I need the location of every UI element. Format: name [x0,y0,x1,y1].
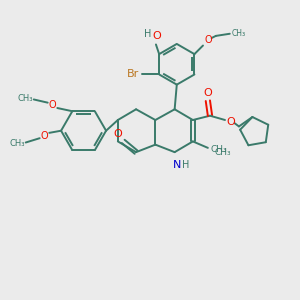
Text: O: O [40,131,48,141]
Text: CH₃: CH₃ [17,94,33,103]
Text: CH₃: CH₃ [210,146,227,154]
Text: O: O [205,35,212,45]
Text: N: N [172,160,181,170]
Text: O: O [48,100,56,110]
Text: Br: Br [127,70,140,80]
Text: CH₃: CH₃ [231,29,245,38]
Text: CH₃: CH₃ [214,148,231,157]
Text: O: O [113,129,122,139]
Text: O: O [226,117,235,127]
Text: CH₃: CH₃ [9,139,25,148]
Text: O: O [153,31,161,41]
Text: O: O [203,88,212,98]
Text: H: H [144,29,151,39]
Text: H: H [182,160,189,170]
